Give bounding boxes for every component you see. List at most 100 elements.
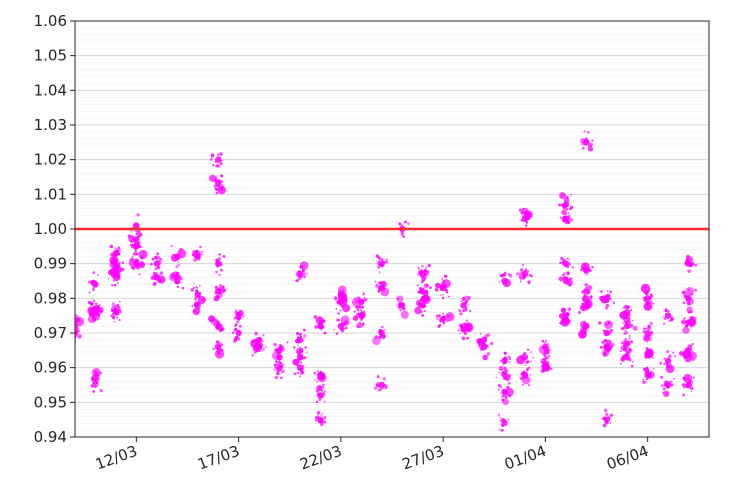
data-point [341,289,345,292]
data-point [566,271,570,275]
data-point [608,416,611,419]
data-point [587,146,594,152]
data-point [177,261,180,263]
data-point [362,292,365,295]
data-point [274,348,278,352]
data-point [361,301,364,303]
data-point [605,303,610,308]
data-point [92,317,97,322]
data-point [317,410,320,413]
data-point [468,303,470,306]
data-point [323,421,327,424]
data-point [363,298,367,302]
data-point [215,270,218,274]
data-point [499,360,502,362]
data-point [219,261,223,265]
data-point [531,356,534,359]
data-point [509,358,511,361]
data-point [621,341,624,345]
data-point [519,268,524,272]
data-point [314,325,318,329]
data-point [684,262,687,264]
data-point [306,351,308,354]
data-point [527,280,531,284]
data-point [96,383,99,386]
data-point [359,311,366,318]
data-point [489,341,494,346]
data-point [687,377,690,381]
data-point [359,300,362,303]
data-point [221,184,224,187]
data-point [542,369,546,373]
data-point [663,390,670,397]
data-point [670,317,675,321]
data-point [685,298,688,301]
data-point [459,324,462,327]
data-point [664,317,667,320]
data-point [96,274,99,277]
data-point [498,428,501,431]
data-point [609,422,612,424]
data-point [131,255,134,257]
data-point [215,191,219,195]
data-point [177,264,180,267]
data-point [569,205,574,210]
data-point [299,375,302,378]
data-point [540,361,543,364]
data-point [77,334,82,339]
data-point [601,298,604,302]
data-point [402,235,405,238]
data-point [93,307,100,314]
data-point [279,344,282,347]
data-point [150,262,153,266]
data-point [417,267,420,270]
data-point [220,268,223,272]
data-point [217,291,221,295]
data-point [215,176,218,179]
data-point [434,288,439,292]
data-point [528,366,531,369]
data-point [418,286,422,291]
data-point [558,313,565,319]
data-point [690,384,693,386]
data-point [608,297,612,301]
data-point [94,279,97,282]
data-point [116,303,120,307]
data-point [277,356,281,360]
data-point [299,353,303,358]
data-point [92,299,96,303]
data-point [584,286,588,289]
data-point [447,295,450,298]
data-point [278,348,282,352]
data-point [235,329,242,337]
data-point [361,323,365,326]
data-point [568,262,572,266]
data-point [378,288,381,291]
data-point [130,244,135,249]
data-point [507,386,509,389]
data-point [691,343,694,345]
data-point [652,302,654,305]
data-point [583,130,586,133]
data-point [504,369,507,372]
data-point [94,283,98,288]
data-point [463,295,470,302]
data-point [414,306,422,315]
data-point [445,290,449,294]
data-point [621,326,625,330]
data-point [646,341,649,344]
grid-lines [75,20,709,438]
data-point [380,258,384,262]
data-point [96,304,100,309]
data-point [338,300,341,303]
data-point [585,137,588,140]
y-tick-label: 1.02 [34,151,67,169]
data-point [624,333,627,335]
data-point [321,418,324,421]
data-point [323,400,326,403]
data-point [421,287,424,290]
data-point [112,257,116,260]
data-point [232,340,236,344]
y-tick-label: 1.03 [34,116,67,134]
data-point [417,303,422,308]
